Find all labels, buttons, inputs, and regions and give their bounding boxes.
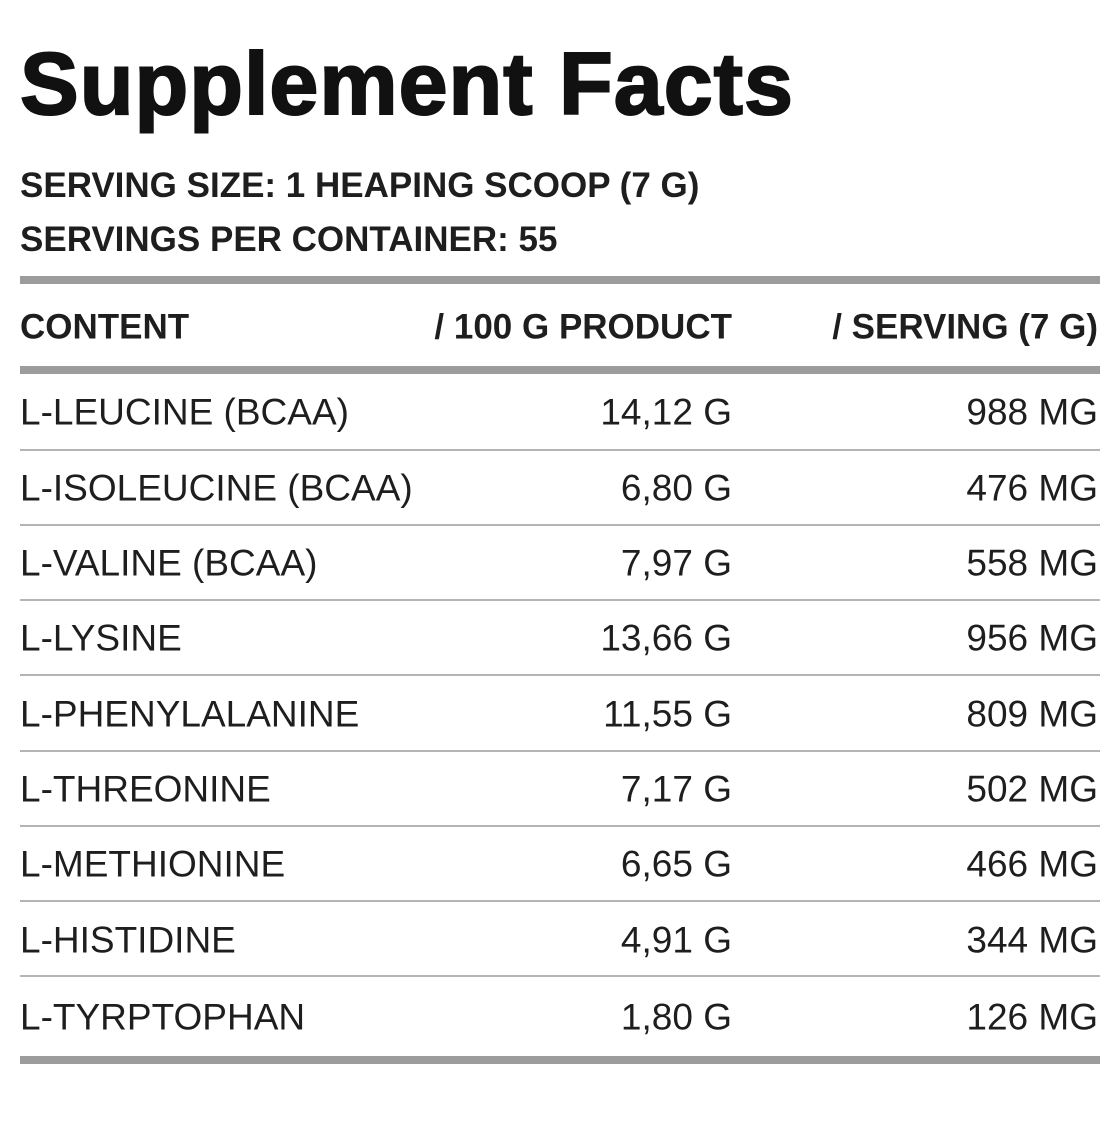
table-row: L-LEUCINE (BCAA) 14,12 G 988 MG [20,375,1100,449]
header-per-100g: / 100 G PRODUCT [434,307,732,347]
table-header: CONTENT / 100 G PRODUCT / SERVING (7 G) [20,290,1100,364]
row-per-100g: 7,97 G [620,542,732,584]
table-row: L-VALINE (BCAA) 7,97 G 558 MG [20,526,1100,600]
row-divider [20,900,1100,902]
row-divider [20,674,1100,676]
row-name: L-THREONINE [20,768,271,810]
header-content: CONTENT [20,307,190,347]
row-name: L-LEUCINE (BCAA) [20,391,349,433]
row-divider [20,599,1100,601]
row-per-serving: 126 MG [966,996,1098,1038]
table-row: L-THREONINE 7,17 G 502 MG [20,752,1100,826]
row-name: L-LYSINE [20,617,182,659]
row-per-serving: 476 MG [966,467,1098,509]
bottom-divider [20,1056,1100,1064]
row-per-serving: 988 MG [966,391,1098,433]
table-row: L-LYSINE 13,66 G 956 MG [20,601,1100,675]
row-name: L-PHENYLALANINE [20,693,360,735]
table-row: L-HISTIDINE 4,91 G 344 MG [20,903,1100,977]
row-per-100g: 6,65 G [620,843,732,885]
table-row: L-METHIONINE 6,65 G 466 MG [20,827,1100,901]
top-divider [20,276,1100,284]
row-name: L-TYRPTOPHAN [20,996,306,1038]
servings-per-container: SERVINGS PER CONTAINER: 55 [20,220,558,259]
table-row: L-PHENYLALANINE 11,55 G 809 MG [20,677,1100,751]
row-per-100g: 6,80 G [620,467,732,509]
row-divider [20,825,1100,827]
row-divider [20,750,1100,752]
row-divider [20,449,1100,451]
table-row: L-ISOLEUCINE (BCAA) 6,80 G 476 MG [20,451,1100,525]
row-divider [20,975,1100,977]
page-title: Supplement Facts [19,34,794,133]
row-per-100g: 7,17 G [620,768,732,810]
row-per-serving: 558 MG [966,542,1098,584]
table-row: L-TYRPTOPHAN 1,80 G 126 MG [20,980,1100,1054]
row-name: L-METHIONINE [20,843,286,885]
row-per-100g: 11,55 G [603,693,732,735]
row-per-serving: 809 MG [966,693,1098,735]
row-per-serving: 466 MG [966,843,1098,885]
row-name: L-ISOLEUCINE (BCAA) [20,467,413,509]
row-name: L-HISTIDINE [20,919,236,961]
header-divider [20,366,1100,374]
row-per-serving: 956 MG [966,617,1098,659]
row-per-100g: 14,12 G [600,391,732,433]
row-name: L-VALINE (BCAA) [20,542,318,584]
row-per-100g: 13,66 G [600,617,732,659]
row-divider [20,524,1100,526]
header-per-serving: / SERVING (7 G) [832,307,1098,347]
row-per-serving: 502 MG [966,768,1098,810]
row-per-100g: 1,80 G [620,996,732,1038]
row-per-100g: 4,91 G [620,919,732,961]
row-per-serving: 344 MG [966,919,1098,961]
serving-size: SERVING SIZE: 1 HEAPING SCOOP (7 G) [20,166,700,205]
